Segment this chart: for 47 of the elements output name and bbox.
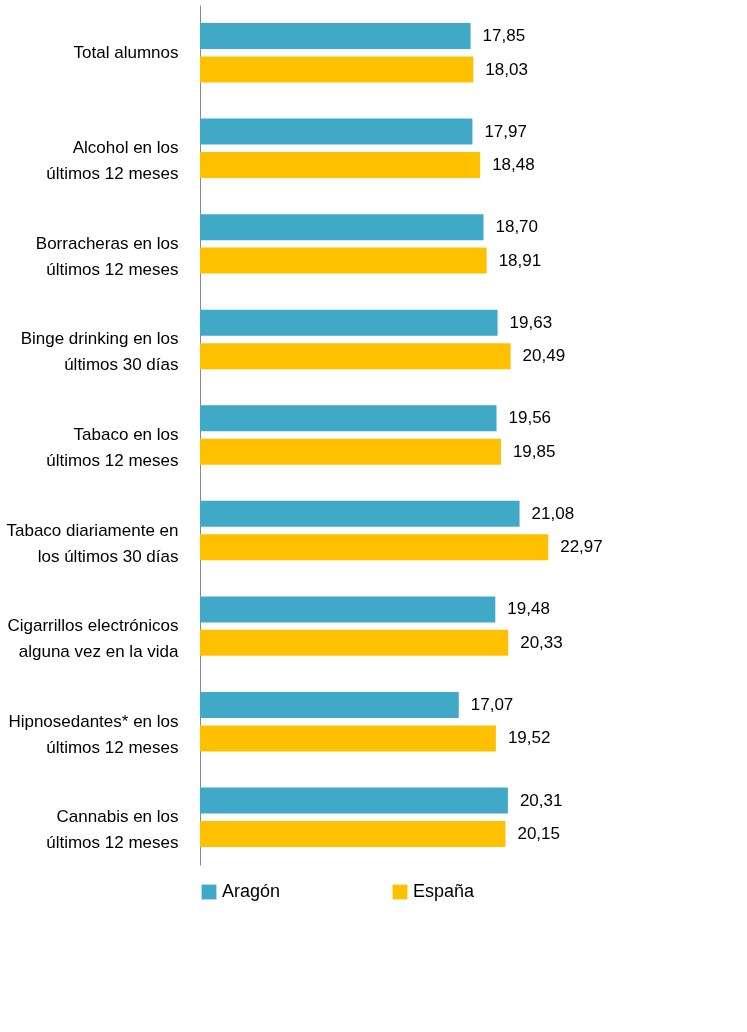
data-label: 20,15 — [517, 823, 561, 843]
y-tick-label: Borracheras en los últimos 12 meses — [35, 233, 179, 279]
bar — [200, 629, 509, 656]
y-tick-label: Total alumnos — [73, 42, 179, 62]
bar — [200, 820, 506, 847]
data-label: 19,56 — [508, 408, 552, 428]
bar — [200, 691, 459, 718]
bar — [200, 247, 487, 274]
bar — [200, 725, 496, 752]
legend-label: Aragón — [222, 881, 281, 901]
data-label: 17,97 — [484, 121, 527, 141]
y-tick-label: Tabaco diariamente en los últimos 30 días — [6, 520, 179, 566]
y-tick-label: Alcohol en los últimos 12 meses — [46, 138, 179, 184]
bar — [200, 596, 496, 623]
bar — [200, 23, 471, 50]
data-label: 20,33 — [520, 632, 563, 652]
data-label: 19,85 — [512, 441, 556, 461]
data-label: 18,48 — [492, 155, 535, 175]
y-tick-label: Cannabis en los últimos 12 meses — [46, 807, 179, 853]
data-label: 21,08 — [531, 503, 575, 523]
y-tick-label: Hipnosedantes* en los últimos 12 meses — [8, 711, 179, 757]
bar — [200, 214, 484, 241]
bar — [200, 438, 501, 465]
bar — [200, 309, 498, 336]
bar — [200, 405, 497, 432]
bar — [200, 343, 511, 370]
data-label: 19,63 — [509, 312, 553, 332]
data-label: 20,49 — [522, 346, 566, 366]
bar — [200, 118, 473, 145]
data-label: 17,85 — [482, 26, 526, 46]
data-label: 20,31 — [519, 790, 563, 810]
data-label: 18,03 — [485, 59, 528, 79]
bar — [200, 500, 520, 527]
data-label: 19,48 — [507, 599, 550, 619]
data-label: 19,52 — [507, 728, 551, 748]
data-label: 18,91 — [498, 250, 542, 270]
bar — [200, 787, 508, 814]
bar — [200, 56, 474, 83]
data-label: 18,70 — [495, 217, 539, 237]
bar — [200, 534, 549, 561]
y-tick-label: Binge drinking en los últimos 30 días — [20, 329, 179, 375]
y-tick-label: Cigarrillos electrónicos alguna vez en la vida — [7, 616, 180, 662]
bar — [200, 152, 481, 179]
legend-label: España — [413, 881, 476, 901]
y-tick-label: Tabaco en los últimos 12 meses — [46, 425, 179, 470]
data-label: 17,07 — [470, 694, 514, 714]
data-label: 22,97 — [560, 537, 603, 557]
